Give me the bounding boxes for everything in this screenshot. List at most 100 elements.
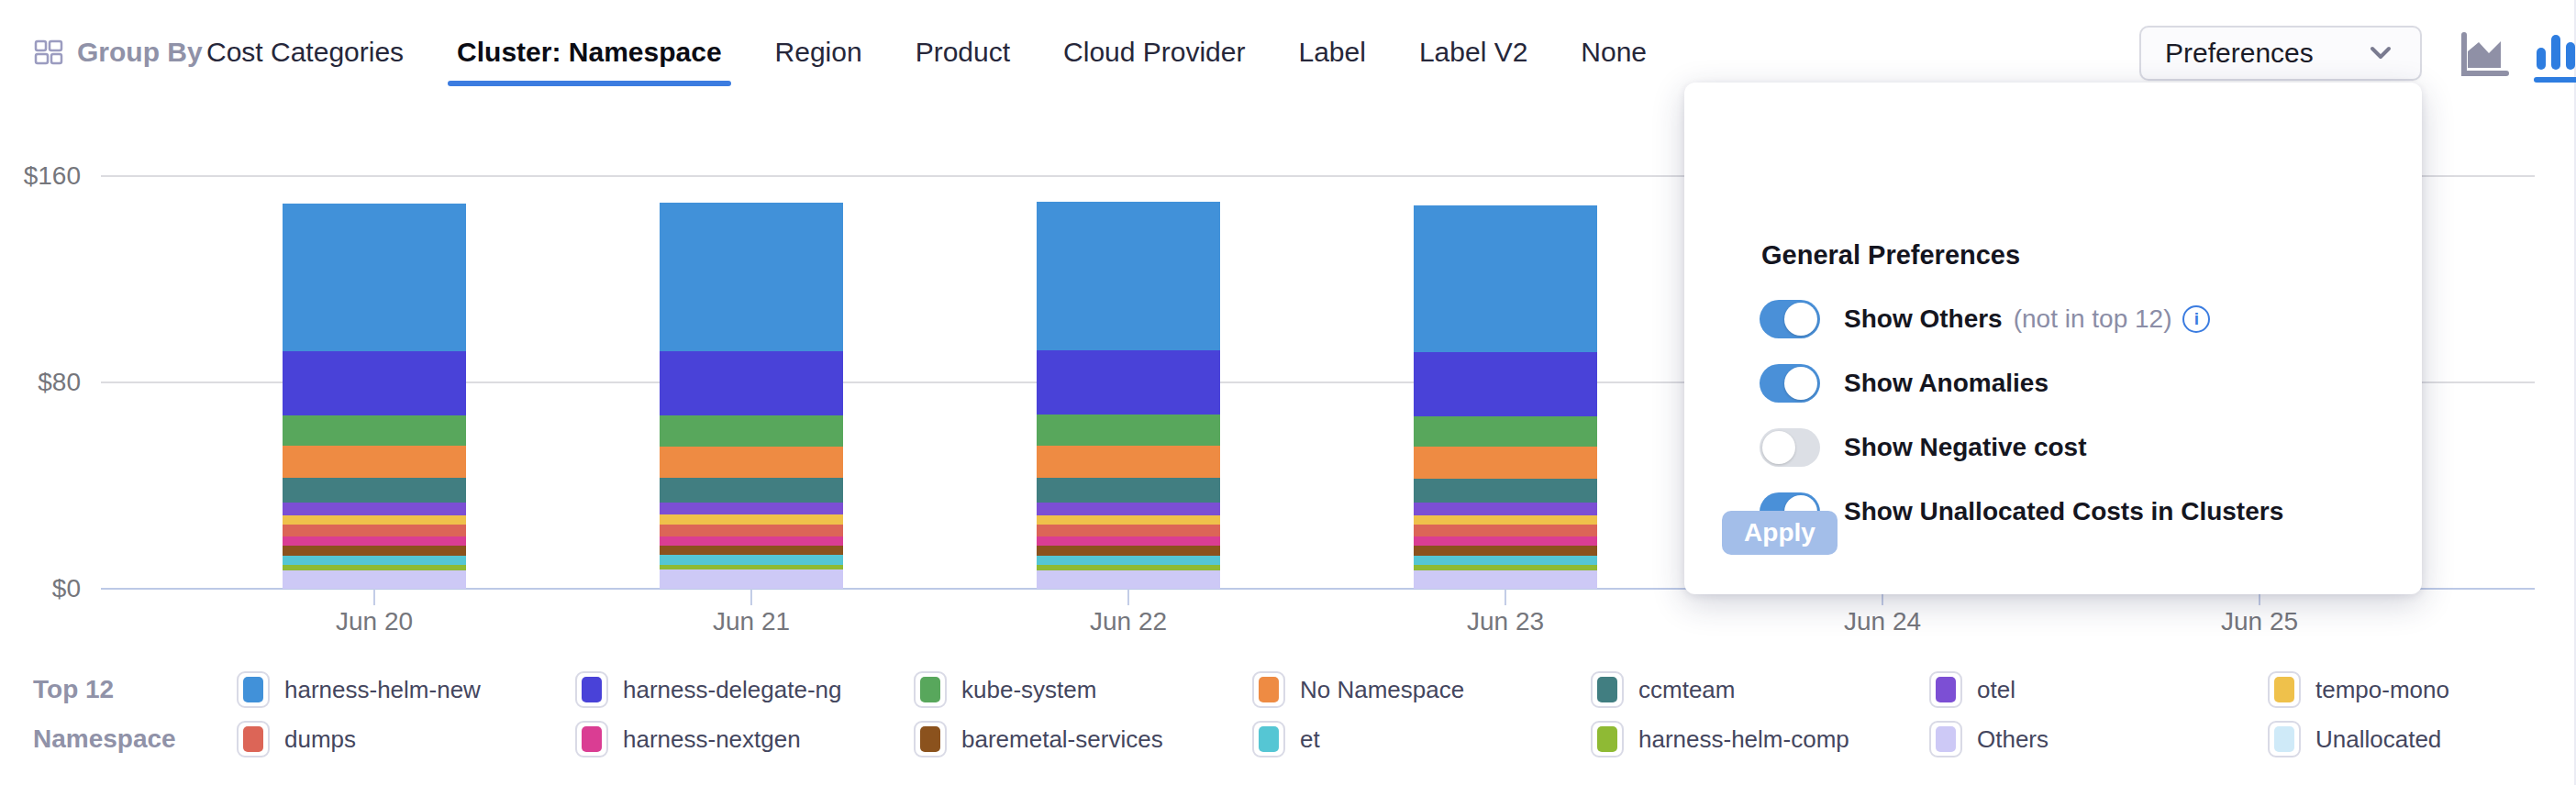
group-by-label: Group By (77, 37, 203, 68)
apply-button[interactable]: Apply (1722, 511, 1838, 555)
group-by-tabs: Cost Categories Cluster: Namespace Region P… (206, 37, 1647, 68)
bar-segment-otel[interactable] (283, 503, 466, 515)
bar-segment-dumps[interactable] (1414, 525, 1597, 536)
bar-segment-otel[interactable] (660, 503, 843, 515)
toggle-show-others[interactable] (1760, 300, 1820, 338)
toggle-label: Show Others (1844, 304, 2003, 334)
tab-label[interactable]: Label (1298, 37, 1365, 68)
bar-segment-et[interactable] (1037, 556, 1220, 565)
tab-cluster-namespace[interactable]: Cluster: Namespace (457, 37, 721, 68)
preference-row-show-anomalies: Show Anomalies (1760, 363, 2049, 404)
bar-segment-harness-helm-new[interactable] (1037, 202, 1220, 350)
x-axis-label: Jun 21 (713, 607, 790, 636)
tab-product[interactable]: Product (916, 37, 1010, 68)
x-axis-label: Jun 24 (1844, 607, 1921, 636)
tab-cloud-provider[interactable]: Cloud Provider (1063, 37, 1245, 68)
bar-segment-ccmteam[interactable] (660, 478, 843, 502)
bar-segment-kube-system[interactable] (660, 415, 843, 447)
bar-segment-harness-nextgen[interactable] (1414, 536, 1597, 546)
bar-segment-tempo-mono[interactable] (1037, 515, 1220, 525)
bar-segment-no-namespace[interactable] (283, 446, 466, 478)
info-icon[interactable]: i (2182, 305, 2210, 333)
bar-segment-harness-nextgen[interactable] (660, 536, 843, 546)
tab-label: Cluster: Namespace (457, 37, 721, 67)
toggle-knob (1762, 431, 1795, 464)
bar-segment-baremetal-services[interactable] (283, 546, 466, 556)
tab-label: Cloud Provider (1063, 37, 1245, 67)
toggle-label: Show Negative cost (1844, 433, 2087, 462)
bar-segment-ccmteam[interactable] (1037, 478, 1220, 503)
preferences-popover: General Preferences Show Others (not in t… (1684, 83, 2422, 594)
toggle-label: Show Anomalies (1844, 369, 2049, 398)
bar-segment-ccmteam[interactable] (1414, 479, 1597, 503)
bar-segment-dumps[interactable] (283, 525, 466, 536)
tab-label: Product (916, 37, 1010, 67)
bar-segment-otel[interactable] (1037, 503, 1220, 515)
toggle-label-suffix: (not in top 12) (2014, 304, 2172, 334)
bar-segment-harness-delegate-ng[interactable] (1414, 352, 1597, 416)
bar-segment-harness-helm-comp[interactable] (660, 565, 843, 570)
active-tab-underline (448, 81, 730, 86)
bar-segment-harness-helm-comp[interactable] (283, 565, 466, 570)
toggle-label: Show Unallocated Costs in Clusters (1844, 497, 2283, 526)
bar-segment-dumps[interactable] (1037, 525, 1220, 536)
tab-region[interactable]: Region (775, 37, 862, 68)
bar-segment-harness-helm-comp[interactable] (1414, 565, 1597, 570)
bar-segment-no-namespace[interactable] (1037, 446, 1220, 478)
bar-segment-harness-helm-new[interactable] (1414, 205, 1597, 352)
area-chart-icon[interactable] (2459, 31, 2510, 79)
bar-segment-others[interactable] (660, 569, 843, 589)
bar-segment-et[interactable] (660, 555, 843, 564)
bar-segment-baremetal-services[interactable] (1037, 546, 1220, 556)
bar-segment-harness-delegate-ng[interactable] (660, 351, 843, 416)
bar-segment-harness-helm-new[interactable] (283, 204, 466, 351)
toggle-show-negative-cost[interactable] (1760, 428, 1820, 467)
chevron-down-icon (2365, 43, 2396, 63)
bar-segment-kube-system[interactable] (283, 415, 466, 446)
bar-segment-tempo-mono[interactable] (283, 515, 466, 525)
bar-segment-kube-system[interactable] (1037, 415, 1220, 445)
bar-segment-tempo-mono[interactable] (660, 514, 843, 524)
preference-row-show-unallocated-costs-in-clusters: Show Unallocated Costs in Clusters (1760, 492, 2283, 532)
bar-segment-harness-helm-new[interactable] (660, 203, 843, 350)
bar-segment-dumps[interactable] (660, 525, 843, 536)
chart-type-switcher (2459, 31, 2576, 79)
bar-segment-harness-nextgen[interactable] (1037, 536, 1220, 546)
bar-segment-baremetal-services[interactable] (660, 546, 843, 556)
tab-label: Label V2 (1419, 37, 1527, 67)
x-axis-label: Jun 20 (336, 607, 413, 636)
bar-segment-tempo-mono[interactable] (1414, 515, 1597, 525)
preferences-label: Preferences (2165, 38, 2314, 69)
bar-segment-otel[interactable] (1414, 503, 1597, 515)
bar-chart-icon[interactable] (2530, 31, 2576, 79)
preferences-dropdown-button[interactable]: Preferences (2139, 26, 2422, 81)
bar-segment-harness-helm-comp[interactable] (1037, 565, 1220, 570)
bar-segment-others[interactable] (283, 570, 466, 589)
cost-dashboard-page: Group By Cost Categories Cluster: Namespa… (0, 0, 2576, 785)
bar-segment-harness-nextgen[interactable] (283, 536, 466, 546)
bar-segment-et[interactable] (283, 556, 466, 565)
group-by-grid-icon (33, 37, 64, 68)
bar-segment-et[interactable] (1414, 556, 1597, 565)
bar-segment-baremetal-services[interactable] (1414, 546, 1597, 556)
bar-segment-ccmteam[interactable] (283, 478, 466, 503)
tab-none[interactable]: None (1581, 37, 1647, 68)
x-axis-tick (750, 589, 752, 605)
bar-segment-harness-delegate-ng[interactable] (283, 351, 466, 415)
x-axis-label: Jun 22 (1090, 607, 1167, 636)
bar-segment-no-namespace[interactable] (660, 447, 843, 478)
toggle-show-anomalies[interactable] (1760, 364, 1820, 403)
x-axis-label: Jun 25 (2221, 607, 2298, 636)
bar-segment-others[interactable] (1414, 570, 1597, 589)
toggle-knob (1784, 367, 1817, 400)
bar-segment-kube-system[interactable] (1414, 416, 1597, 447)
bar-segment-no-namespace[interactable] (1414, 447, 1597, 478)
y-axis-label: $0 (0, 574, 81, 603)
tab-cost-categories[interactable]: Cost Categories (206, 37, 404, 68)
bar-segment-harness-delegate-ng[interactable] (1037, 350, 1220, 415)
bar-segment-others[interactable] (1037, 570, 1220, 589)
preferences-panel-title: General Preferences (1761, 240, 2020, 271)
x-axis-tick (1127, 589, 1129, 605)
tab-label: Label (1298, 37, 1365, 67)
tab-label-v2[interactable]: Label V2 (1419, 37, 1527, 68)
